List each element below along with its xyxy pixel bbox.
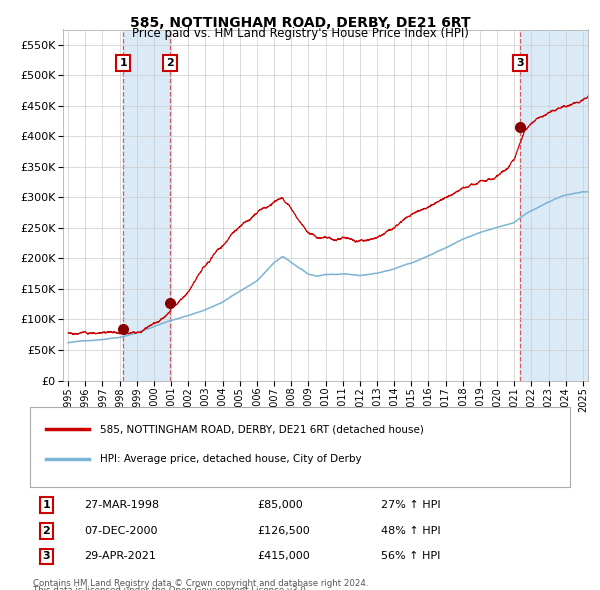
Text: £85,000: £85,000 bbox=[257, 500, 302, 510]
Text: 585, NOTTINGHAM ROAD, DERBY, DE21 6RT (detached house): 585, NOTTINGHAM ROAD, DERBY, DE21 6RT (d… bbox=[100, 424, 424, 434]
Text: 3: 3 bbox=[516, 58, 524, 68]
Bar bbox=[520, 30, 588, 381]
Text: £415,000: £415,000 bbox=[257, 552, 310, 562]
Text: 2: 2 bbox=[166, 58, 174, 68]
Text: 1: 1 bbox=[43, 500, 50, 510]
Text: 2: 2 bbox=[43, 526, 50, 536]
Text: 1: 1 bbox=[119, 58, 127, 68]
Text: 585, NOTTINGHAM ROAD, DERBY, DE21 6RT: 585, NOTTINGHAM ROAD, DERBY, DE21 6RT bbox=[130, 16, 470, 30]
Text: 29-APR-2021: 29-APR-2021 bbox=[84, 552, 156, 562]
Text: Contains HM Land Registry data © Crown copyright and database right 2024.: Contains HM Land Registry data © Crown c… bbox=[33, 579, 368, 588]
Bar bbox=[124, 30, 170, 381]
Text: 3: 3 bbox=[43, 552, 50, 562]
Text: 56% ↑ HPI: 56% ↑ HPI bbox=[381, 552, 440, 562]
Text: 27-MAR-1998: 27-MAR-1998 bbox=[84, 500, 159, 510]
Text: HPI: Average price, detached house, City of Derby: HPI: Average price, detached house, City… bbox=[100, 454, 362, 464]
Text: 48% ↑ HPI: 48% ↑ HPI bbox=[381, 526, 440, 536]
Text: Price paid vs. HM Land Registry's House Price Index (HPI): Price paid vs. HM Land Registry's House … bbox=[131, 27, 469, 40]
Text: This data is licensed under the Open Government Licence v3.0.: This data is licensed under the Open Gov… bbox=[33, 586, 308, 590]
Text: 27% ↑ HPI: 27% ↑ HPI bbox=[381, 500, 440, 510]
Text: £126,500: £126,500 bbox=[257, 526, 310, 536]
Text: 07-DEC-2000: 07-DEC-2000 bbox=[84, 526, 157, 536]
